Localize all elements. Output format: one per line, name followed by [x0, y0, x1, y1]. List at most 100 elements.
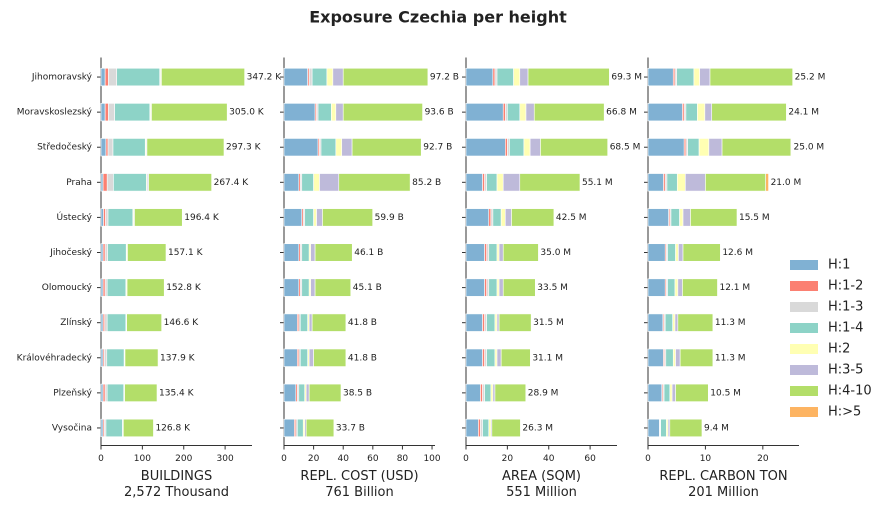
bar-segment: [677, 313, 714, 332]
bar-segment: [283, 243, 300, 262]
bar-segment: [494, 348, 498, 367]
bar-segment: [342, 67, 429, 87]
bar-segment: [478, 418, 481, 438]
bar-segment: [682, 208, 691, 227]
bar-segment: [679, 348, 714, 367]
bar-segment: [106, 313, 127, 332]
bar-segment: [484, 278, 487, 297]
total-label: 11.3 M: [715, 353, 746, 363]
bar-segment: [107, 138, 114, 157]
total-label: 24.1 M: [788, 108, 819, 118]
bar-segment: [480, 383, 483, 402]
bar-segment: [124, 383, 158, 402]
bar-segment: [486, 348, 496, 367]
bar-segment: [496, 67, 514, 87]
bar-segment: [465, 278, 485, 297]
bar-segment: [670, 208, 680, 227]
bar-segment: [297, 418, 304, 438]
bar-segment: [114, 103, 151, 122]
total-label: 93.6 B: [425, 108, 454, 118]
bar-segment: [301, 173, 314, 192]
bar-segment: [298, 383, 306, 402]
x-tick-label: 80: [397, 454, 409, 464]
y-tick-label: Plzeňský: [53, 387, 92, 398]
bar-segment: [102, 173, 108, 192]
legend-swatch: [790, 302, 818, 312]
legend-swatch: [790, 323, 818, 333]
x-tick-label: 40: [337, 454, 349, 464]
bar-segment: [100, 383, 104, 402]
x-axis-sublabel: 201 Million: [688, 485, 759, 500]
bar-segment: [484, 313, 487, 332]
x-tick-label: 100: [134, 454, 151, 464]
bar-segment: [465, 418, 479, 438]
total-label: 41.8 B: [348, 318, 377, 328]
bar-segment: [100, 313, 104, 332]
bar-segment: [697, 103, 706, 122]
bar-segment: [107, 208, 134, 227]
bar-segment: [647, 348, 664, 367]
bar-segment: [533, 103, 605, 122]
x-axis-sublabel: 761 Billion: [325, 485, 394, 500]
bar-segment: [667, 243, 676, 262]
bar-segment: [283, 278, 300, 297]
bar-segment: [705, 173, 766, 192]
bar-segment: [301, 278, 310, 297]
bar-segment: [675, 383, 709, 402]
x-axis-label: REPL. CARBON TON: [659, 469, 787, 484]
total-label: 97.2 B: [430, 73, 459, 83]
legend-swatch: [790, 281, 818, 291]
legend-swatch: [790, 365, 818, 375]
total-label: 92.7 B: [423, 143, 452, 153]
total-label: 152.8 K: [166, 283, 202, 293]
bar-segment: [519, 103, 527, 122]
bar-segment: [148, 173, 212, 192]
bar-segment: [465, 383, 481, 402]
bar-segment: [100, 173, 104, 192]
bar-segment: [672, 348, 676, 367]
bar-segment: [304, 208, 314, 227]
bar-segment: [486, 173, 498, 192]
total-label: 12.6 M: [722, 248, 753, 258]
legend-label: H:>5: [828, 405, 861, 420]
bar-segment: [100, 418, 104, 438]
bar-segment: [496, 173, 504, 192]
bar-segment: [647, 173, 664, 192]
bar-segment: [107, 243, 127, 262]
bar-segment: [126, 278, 165, 297]
bar-segment: [666, 173, 678, 192]
y-tick-label: Středočeský: [37, 142, 93, 153]
x-tick-label: 20: [502, 454, 514, 464]
x-tick-label: 10: [700, 454, 712, 464]
bar-segment: [496, 278, 500, 297]
bar-segment: [529, 138, 541, 157]
total-label: 41.8 B: [348, 353, 377, 363]
bar-segment: [498, 243, 504, 262]
total-label: 33.7 B: [336, 423, 365, 433]
bar-segment: [108, 103, 115, 122]
bar-segment: [480, 418, 483, 438]
bar-segment: [505, 103, 508, 122]
total-label: 68.5 M: [610, 143, 641, 153]
chart-title: Exposure Czechia per height: [309, 8, 567, 27]
total-label: 66.8 M: [606, 108, 637, 118]
bar-segment: [709, 67, 793, 87]
bar-segment: [301, 243, 310, 262]
legend-label: H:1: [828, 258, 850, 273]
bar-segment: [314, 243, 353, 262]
bar-segment: [313, 173, 320, 192]
bar-segment: [341, 138, 353, 157]
bar-segment: [647, 418, 660, 438]
bar-segment: [685, 103, 698, 122]
total-label: 9.4 M: [704, 423, 729, 433]
total-label: 347.2 K: [247, 73, 283, 83]
y-tick-label: Jihomoravský: [31, 73, 93, 83]
bar-segment: [338, 173, 411, 192]
y-tick-label: Zlínský: [60, 318, 92, 328]
bar-segment: [665, 348, 674, 367]
bar-segment: [123, 418, 154, 438]
bar-segment: [342, 103, 423, 122]
bar-segment: [151, 103, 228, 122]
